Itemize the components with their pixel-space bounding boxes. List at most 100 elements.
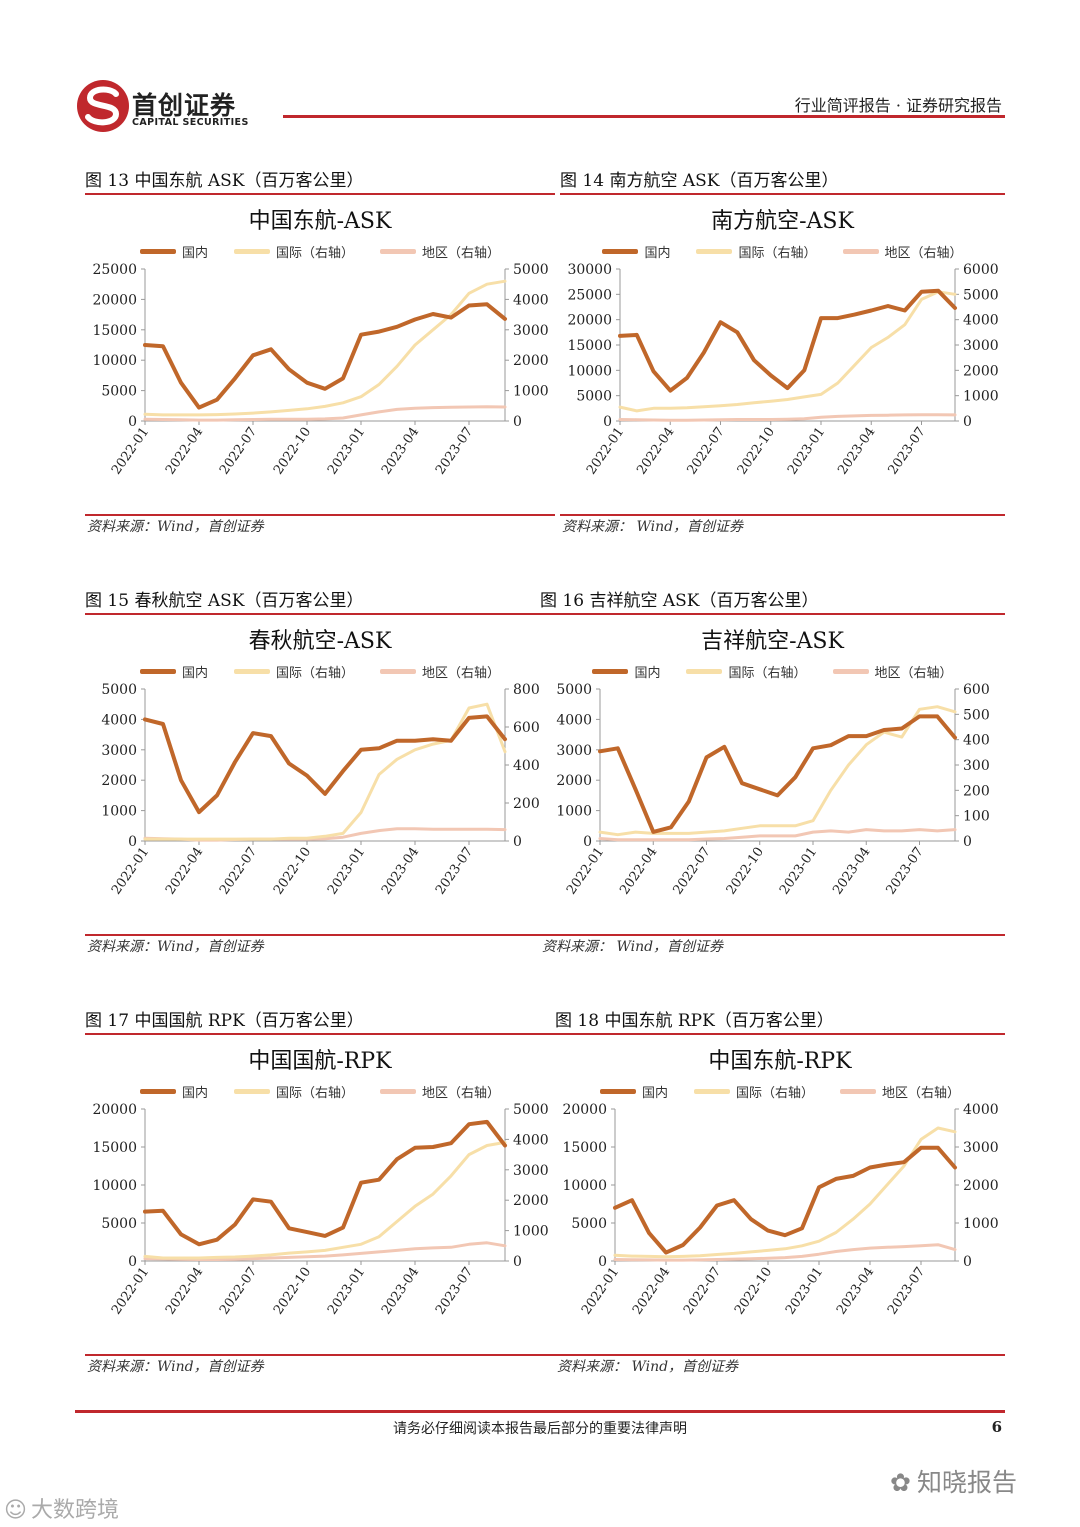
x-tick-label: 2022-04 xyxy=(617,845,660,898)
y-tick-label-right: 1000 xyxy=(963,1216,999,1232)
legend-label: 国内 xyxy=(181,666,208,681)
legend-regional: 地区（右轴） xyxy=(380,662,500,681)
x-tick-label: 2022-01 xyxy=(579,1265,622,1318)
x-tick-label: 2022-01 xyxy=(584,425,627,478)
caption-rule xyxy=(85,193,555,195)
series-line-regional xyxy=(598,828,957,842)
chart-plot: 0 5000 10000 15000 20000 0 1000 2000 3000 4000 500… xyxy=(92,1102,549,1318)
y-tick-label-left: 5000 xyxy=(101,682,137,698)
series-line-regional xyxy=(143,405,507,422)
x-tick-label: 2022-10 xyxy=(271,425,314,478)
y-tick-label-right: 1000 xyxy=(963,389,999,405)
source-rule xyxy=(85,514,555,516)
x-tick-label: 2022-04 xyxy=(634,425,677,478)
legend-international: 国际（右轴） xyxy=(233,242,354,261)
x-tick-label: 2023-01 xyxy=(785,425,828,478)
legend-label: 地区（右轴） xyxy=(874,666,953,681)
legend-regional: 地区（右轴） xyxy=(380,1082,500,1101)
chart-legend: 国内 国际（右轴） 地区（右轴） xyxy=(560,242,1005,261)
y-tick-label-right: 3000 xyxy=(513,1163,549,1179)
y-tick-label-left: 5000 xyxy=(571,1216,607,1232)
y-tick-label-right: 2000 xyxy=(513,353,549,369)
y-tick-label-left: 15000 xyxy=(567,338,612,354)
series-line-domestic xyxy=(143,1119,507,1247)
x-tick-label: 2022-10 xyxy=(271,845,314,898)
x-tick-label: 2023-04 xyxy=(830,845,873,898)
y-tick-label-left: 4000 xyxy=(556,712,592,728)
y-tick-label-right: 5000 xyxy=(513,262,549,278)
x-tick-label: 2022-10 xyxy=(732,1265,775,1318)
y-tick-label-left: 2000 xyxy=(101,773,137,789)
x-tick-label: 2022-01 xyxy=(109,425,152,478)
x-tick-label: 2023-04 xyxy=(834,1265,877,1318)
legend-label: 国际（右轴） xyxy=(728,666,807,681)
x-tick-label: 2023-07 xyxy=(433,425,476,478)
legend-domestic: 国内 xyxy=(139,662,208,681)
legend-regional: 地区（右轴） xyxy=(832,662,953,681)
series-line-international xyxy=(143,279,507,417)
legend-swatch xyxy=(832,669,869,674)
x-tick-label: 2023-07 xyxy=(885,1265,928,1318)
x-tick-label: 2022-10 xyxy=(735,425,778,478)
series-line-international xyxy=(613,1126,957,1259)
legend-label: 国际（右轴） xyxy=(275,1086,354,1101)
brand-icon: ☺ xyxy=(4,1498,27,1523)
x-tick-label: 2023-04 xyxy=(379,1265,422,1318)
y-tick-label-left: 20000 xyxy=(567,313,612,329)
y-tick-label-left: 20000 xyxy=(562,1102,607,1118)
chart-legend: 国内 国际（右轴） 地区（右轴） xyxy=(85,1082,555,1101)
chart-legend: 国内 国际（右轴） 地区（右轴） xyxy=(555,1082,1005,1101)
legend-swatch xyxy=(842,249,879,254)
x-tick-label: 2022-04 xyxy=(163,1265,206,1318)
x-tick-label: 2023-01 xyxy=(777,845,820,898)
legend-label: 国内 xyxy=(641,1086,668,1101)
chart-legend: 国内 国际（右轴） 地区（右轴） xyxy=(85,662,555,681)
y-tick-label-left: 3000 xyxy=(101,743,137,759)
chart-title: 中国国航-RPK xyxy=(248,1049,392,1074)
company-name-en: CAPITAL SECURITIES xyxy=(132,117,249,128)
x-tick-label: 2022-01 xyxy=(109,1265,152,1318)
y-tick-label-right: 5000 xyxy=(963,287,999,303)
series-line-domestic xyxy=(613,1145,957,1255)
legend-swatch xyxy=(602,249,639,254)
y-tick-label-right: 2000 xyxy=(963,1178,999,1194)
y-tick-label-left: 0 xyxy=(603,414,612,430)
chart-title: 春秋航空-ASK xyxy=(248,629,392,654)
y-tick-label-left: 1000 xyxy=(556,804,592,820)
series-line-domestic xyxy=(143,714,507,815)
x-tick-label: 2023-07 xyxy=(885,425,928,478)
y-tick-label-right: 0 xyxy=(963,414,972,430)
y-tick-label-right: 2000 xyxy=(513,1193,549,1209)
watermark-right-text: 知晓报告 xyxy=(916,1468,1017,1497)
legend-swatch xyxy=(139,249,176,254)
legend-swatch xyxy=(233,249,270,254)
source-note: 资料来源：Wind，首创证券 xyxy=(87,939,264,955)
y-tick-label-right: 4000 xyxy=(963,1102,999,1118)
series-line-international xyxy=(143,1140,507,1260)
source-rule xyxy=(555,1354,1005,1356)
legend-swatch xyxy=(693,1089,730,1094)
y-tick-label-right: 0 xyxy=(513,1254,522,1270)
y-tick-label-right: 100 xyxy=(963,809,990,825)
legend-swatch xyxy=(380,1089,416,1094)
y-tick-label-right: 3000 xyxy=(963,1140,999,1156)
legend-domestic: 国内 xyxy=(139,242,208,261)
legend-label: 国际（右轴） xyxy=(275,666,354,681)
y-tick-label-left: 25000 xyxy=(567,287,612,303)
y-tick-label-right: 1000 xyxy=(513,1224,549,1240)
x-tick-label: 2022-07 xyxy=(670,845,713,898)
y-tick-label-left: 30000 xyxy=(567,262,612,278)
y-tick-label-right: 300 xyxy=(963,758,990,774)
source-note: 资料来源： Wind，首创证券 xyxy=(562,519,744,535)
figure-caption: 图 16 吉祥航空 ASK（百万客公里） xyxy=(540,591,819,611)
x-tick-label: 2023-01 xyxy=(783,1265,826,1318)
legend-regional: 地区（右轴） xyxy=(842,242,963,261)
figure-caption: 图 18 中国东航 RPK（百万客公里） xyxy=(555,1011,834,1031)
source-rule xyxy=(540,934,1005,936)
y-tick-label-left: 0 xyxy=(128,1254,137,1270)
legend-label: 国际（右轴） xyxy=(275,246,354,261)
legend-swatch xyxy=(139,669,176,674)
x-tick-label: 2023-07 xyxy=(883,845,926,898)
x-tick-label: 2022-04 xyxy=(630,1265,673,1318)
wechat-icon: ✿ xyxy=(890,1468,911,1497)
